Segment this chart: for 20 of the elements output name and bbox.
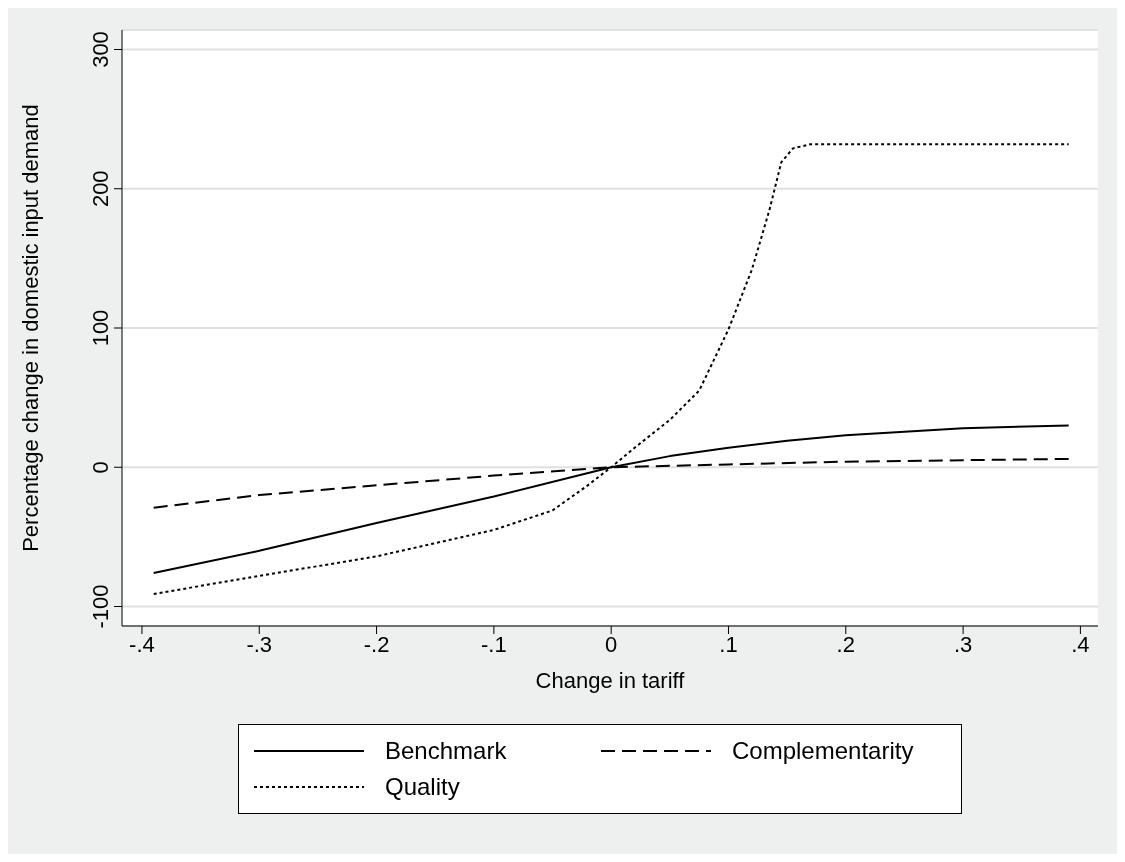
x-tick-label: -.3 <box>246 631 273 657</box>
y-tick-label: 100 <box>88 309 113 347</box>
y-tick-label: 300 <box>88 31 113 68</box>
y-tick-label: 0 <box>88 461 113 474</box>
x-tick-label: .3 <box>953 631 973 657</box>
x-axis-title: Change in tariff <box>535 668 686 693</box>
y-axis-title: Percentage change in domestic input demand <box>17 104 43 552</box>
x-tick-label: -.4 <box>129 631 155 657</box>
x-tick-label: .1 <box>719 631 738 657</box>
line-series <box>152 143 1070 595</box>
y-tick-label: 200 <box>88 170 113 208</box>
legend-label: Quality <box>385 773 460 801</box>
legend-label: Benchmark <box>385 737 507 765</box>
x-tick-label: .2 <box>836 631 855 657</box>
x-tick-label: -.1 <box>481 631 507 657</box>
x-tick-label: -.2 <box>363 631 390 657</box>
x-tick-label: .4 <box>1071 631 1090 657</box>
x-tick-label: 0 <box>605 631 618 657</box>
legend-label: Complementarity <box>732 737 914 765</box>
y-tick-label: -100 <box>88 584 113 629</box>
